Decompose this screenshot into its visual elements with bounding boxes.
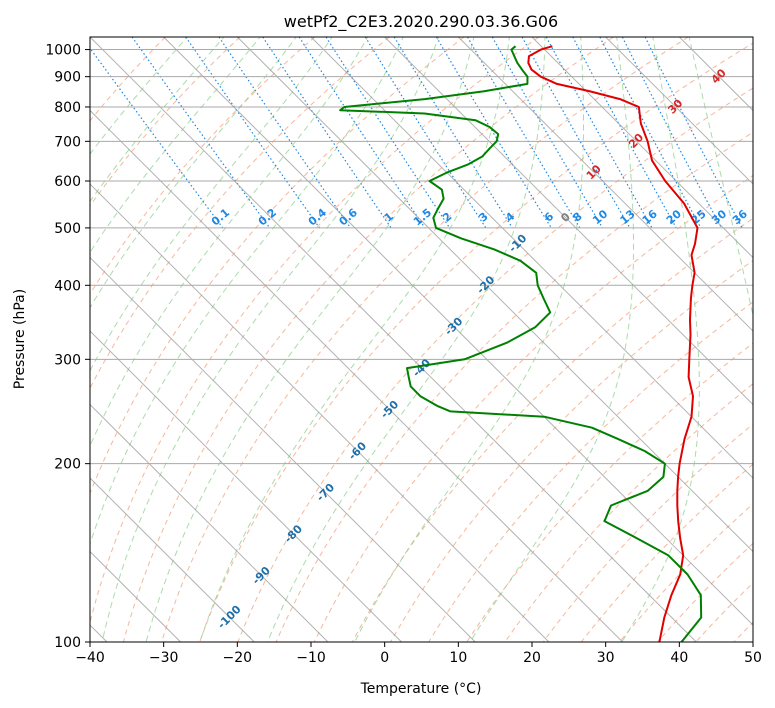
x-tick-label: 30 <box>597 650 615 666</box>
mixing-ratio-line <box>218 37 351 229</box>
dry-adiabat-line <box>275 131 753 642</box>
y-tick-label: 800 <box>54 100 81 116</box>
dry-adiabat-line <box>351 217 753 642</box>
isotherm-line <box>90 403 329 642</box>
x-tick-label: −30 <box>149 650 179 666</box>
isotherm-line <box>90 256 476 642</box>
mixing-ratio-line <box>521 37 631 229</box>
dry-adiabat-line <box>90 37 166 122</box>
y-axis-label: Pressure (hPa) <box>12 289 28 389</box>
mixing-ratio-line <box>393 37 513 229</box>
mixing-ratio-line <box>644 37 743 229</box>
background-lines <box>90 37 753 642</box>
sounding-profiles <box>339 45 703 642</box>
y-tick-label: 100 <box>54 635 81 651</box>
isotherm-line <box>90 330 402 642</box>
x-axis-label: Temperature (°C) <box>360 681 482 697</box>
dry-adiabat-line <box>122 37 614 642</box>
dry-adiabat-line <box>237 87 753 642</box>
mixing-ratio-line <box>298 37 426 229</box>
isotherm-line <box>236 37 753 553</box>
mixing-ratio-line <box>90 47 224 229</box>
moist-adiabat-line <box>90 37 369 448</box>
y-tick-label: 400 <box>54 278 81 294</box>
mixing-ratio-line <box>545 37 653 229</box>
x-tick-label: −10 <box>296 650 326 666</box>
dry-adiabat-line <box>90 37 241 207</box>
x-tick-label: −40 <box>75 650 105 666</box>
dry-adiabat-line <box>90 37 465 495</box>
y-tick-label: 700 <box>54 134 81 150</box>
mixing-ratio-line <box>572 37 677 229</box>
y-tick-label: 500 <box>54 221 81 237</box>
mixing-ratio-line <box>364 37 487 229</box>
isotherm-line <box>163 37 753 626</box>
dry-adiabat-line <box>90 37 540 625</box>
isotherm-line <box>605 37 753 185</box>
axes: −40 −30 −20 −10 0 10 20 30 40 50 100 200 300 400 500 60… <box>45 43 762 666</box>
dewpoint-profile-line <box>339 45 703 642</box>
y-tick-label: 200 <box>54 457 81 473</box>
dry-adiabat-line <box>90 37 390 390</box>
mixing-ratio-line <box>185 37 321 229</box>
mixing-ratio-line <box>131 37 271 229</box>
dry-adiabat-line <box>466 342 753 642</box>
isotherm-line <box>531 37 753 259</box>
dry-adiabat-line <box>161 37 689 642</box>
isotherm-line <box>90 477 255 642</box>
x-tick-label: 40 <box>670 650 688 666</box>
plot-frame <box>89 36 754 643</box>
x-tick-label: 50 <box>744 650 762 666</box>
x-tick-label: 0 <box>380 650 389 666</box>
isotherm-line <box>90 183 550 642</box>
y-tick-label: 1000 <box>45 43 81 59</box>
isotherm-line <box>310 37 753 479</box>
x-tick-label: 20 <box>523 650 541 666</box>
dry-adiabat-line <box>90 37 316 295</box>
chart-title: wetPf2_C2E3.2020.290.03.36.G06 <box>284 12 558 32</box>
y-tick-label: 300 <box>54 352 81 368</box>
mixing-ratio-line <box>262 37 392 229</box>
isotherm-line <box>457 37 753 332</box>
y-tick-label: 600 <box>54 174 81 190</box>
x-tick-label: 10 <box>449 650 467 666</box>
isotherm-line <box>90 109 623 642</box>
y-tick-label: 900 <box>54 70 81 86</box>
isotherm-line <box>90 37 697 642</box>
dry-adiabat-line <box>313 174 753 642</box>
dry-adiabat-line <box>390 259 753 642</box>
x-tick-label: −20 <box>223 650 253 666</box>
dry-adiabat-line <box>504 383 753 642</box>
temperature-profile-line <box>527 45 699 642</box>
isotherm-line <box>384 37 753 406</box>
mixing-ratio-line <box>325 37 451 229</box>
